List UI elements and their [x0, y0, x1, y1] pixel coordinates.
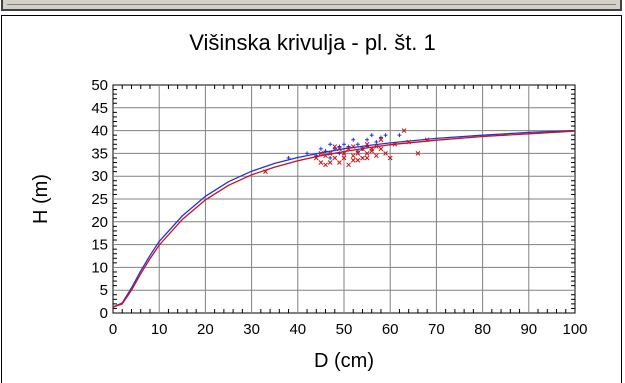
x-tick-label: 10: [151, 321, 168, 338]
x-marker: [360, 155, 365, 161]
x-tick-label: 70: [428, 321, 445, 338]
plus-marker: [351, 137, 356, 142]
x-marker: [424, 137, 430, 143]
plus-marker: [286, 155, 291, 160]
x-marker: [378, 137, 384, 143]
x-tick-label: 0: [109, 321, 117, 338]
plus-marker: [332, 146, 337, 151]
x-marker: [341, 155, 347, 161]
minor-ticks: [113, 85, 575, 313]
plus-marker: [378, 135, 383, 140]
x-marker: [337, 146, 342, 152]
x-marker: [337, 160, 342, 165]
frame-inner-line: [7, 4, 616, 5]
fitted-curve: [112, 129, 576, 308]
plus-marker: [369, 133, 374, 138]
y-tick-label: 30: [91, 168, 108, 185]
plus-marker: [365, 144, 370, 149]
plus-marker: [328, 155, 333, 160]
x-marker: [327, 160, 333, 165]
plus-marker: [346, 144, 351, 149]
x-tick-label: 90: [520, 321, 537, 338]
x-marker: [318, 160, 324, 165]
plus-marker: [314, 153, 319, 158]
x-marker: [318, 151, 324, 156]
y-tick-label: 45: [91, 100, 108, 117]
y-tick-label: 40: [91, 123, 108, 140]
y-tick-label: 35: [91, 145, 108, 162]
plus-marker: [337, 144, 342, 149]
plus-marker: [328, 142, 333, 147]
plus-marker: [383, 133, 388, 138]
y-tick-label: 50: [91, 77, 108, 94]
plus-marker: [305, 151, 310, 156]
x-marker: [313, 155, 319, 161]
x-tick-label: 80: [474, 321, 491, 338]
x-marker: [350, 144, 356, 149]
y-tick-label: 15: [91, 237, 108, 254]
x-marker: [355, 151, 361, 156]
x-marker: [346, 162, 351, 168]
y-axis-label: H (m): [30, 174, 52, 224]
plus-marker: [355, 149, 360, 154]
x-marker: [364, 151, 370, 156]
y-tick-label: 10: [91, 259, 108, 276]
x-axis-label: D (cm): [314, 350, 374, 372]
x-marker: [378, 146, 384, 152]
plus-marker: [365, 137, 370, 142]
x-marker: [360, 146, 365, 152]
x-marker: [415, 151, 421, 156]
series-layer: [112, 128, 576, 308]
y-tick-label: 5: [100, 282, 108, 299]
plus-marker: [355, 142, 360, 147]
x-marker: [327, 151, 333, 156]
x-tick-label: 20: [197, 321, 214, 338]
y-tick-labels: 0 5 10 15 20 25 30 35 40 45 50: [91, 77, 108, 322]
x-marker: [346, 146, 351, 152]
x-marker: [401, 128, 407, 133]
x-tick-label: 50: [336, 321, 353, 338]
x-marker: [341, 151, 347, 156]
plus-marker: [397, 133, 402, 138]
x-marker: [364, 155, 370, 161]
x-marker: [406, 139, 412, 145]
x-tick-label: 40: [289, 321, 306, 338]
x-marker: [355, 157, 361, 163]
x-marker: [383, 151, 388, 156]
x-marker: [364, 141, 370, 147]
x-tick-label: 100: [562, 321, 587, 338]
x-marker: [350, 153, 356, 159]
x-marker: [323, 162, 328, 168]
x-tick-label: 60: [382, 321, 399, 338]
grid-lines: [113, 85, 575, 313]
x-marker: [350, 157, 356, 163]
x-marker: [387, 155, 393, 161]
plus-marker: [337, 151, 342, 156]
window-frame-top: [1, 0, 622, 11]
x-marker: [392, 141, 398, 147]
x-marker: [263, 169, 268, 174]
x-marker: [332, 155, 338, 161]
plus-marker: [374, 140, 379, 144]
plus-marker: [323, 149, 328, 154]
y-tick-label: 0: [100, 305, 108, 322]
x-marker: [373, 144, 379, 149]
x-marker: [373, 153, 379, 159]
x-marker: [323, 153, 328, 159]
x-marker: [369, 146, 375, 152]
x-tick-labels: 0 10 20 30 40 50 60 70 80 90 100: [109, 321, 588, 338]
plus-marker: [342, 142, 346, 147]
chart-title: Višinska krivulja - pl. št. 1: [189, 30, 436, 55]
x-marker: [332, 144, 338, 149]
plus-marker: [318, 146, 323, 151]
y-tick-label: 20: [91, 214, 108, 231]
y-tick-label: 25: [91, 191, 108, 208]
x-tick-label: 30: [243, 321, 260, 338]
